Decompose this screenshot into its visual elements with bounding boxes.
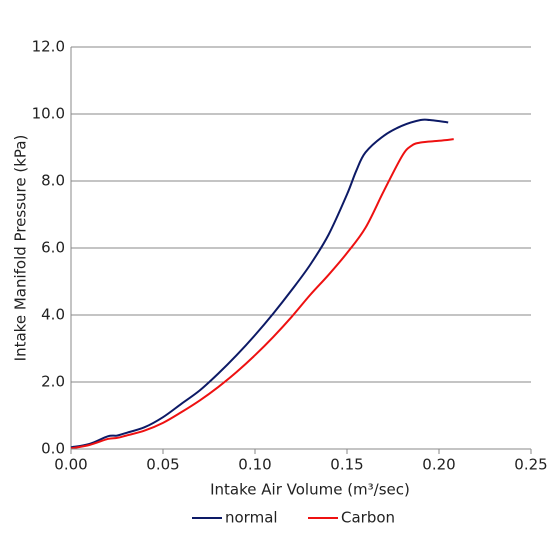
y-tick-label: 8.0 xyxy=(41,172,65,190)
y-tick-label: 12.0 xyxy=(32,38,65,56)
series-line xyxy=(70,118,449,449)
y-axis-label: Intake Manifold Pressure (kPa) xyxy=(12,135,30,362)
y-tick-label: 6.0 xyxy=(41,239,65,257)
legend-label: normal xyxy=(225,509,278,527)
x-tick-label: 0.10 xyxy=(238,456,271,474)
x-tick-label: 0.05 xyxy=(146,456,179,474)
y-tick-label: 0.0 xyxy=(41,440,65,458)
x-tick-label: 0.15 xyxy=(330,456,363,474)
legend-label: Carbon xyxy=(341,509,395,527)
y-tick-label: 2.0 xyxy=(41,373,65,391)
x-tick-label: 0.25 xyxy=(514,456,547,474)
x-tick-label: 0.00 xyxy=(54,456,87,474)
x-tick-label: 0.20 xyxy=(422,456,455,474)
y-tick-label: 10.0 xyxy=(32,105,65,123)
y-tick-label: 4.0 xyxy=(41,306,65,324)
series-line xyxy=(70,138,454,450)
x-axis-label: Intake Air Volume (m³/sec) xyxy=(210,481,410,499)
